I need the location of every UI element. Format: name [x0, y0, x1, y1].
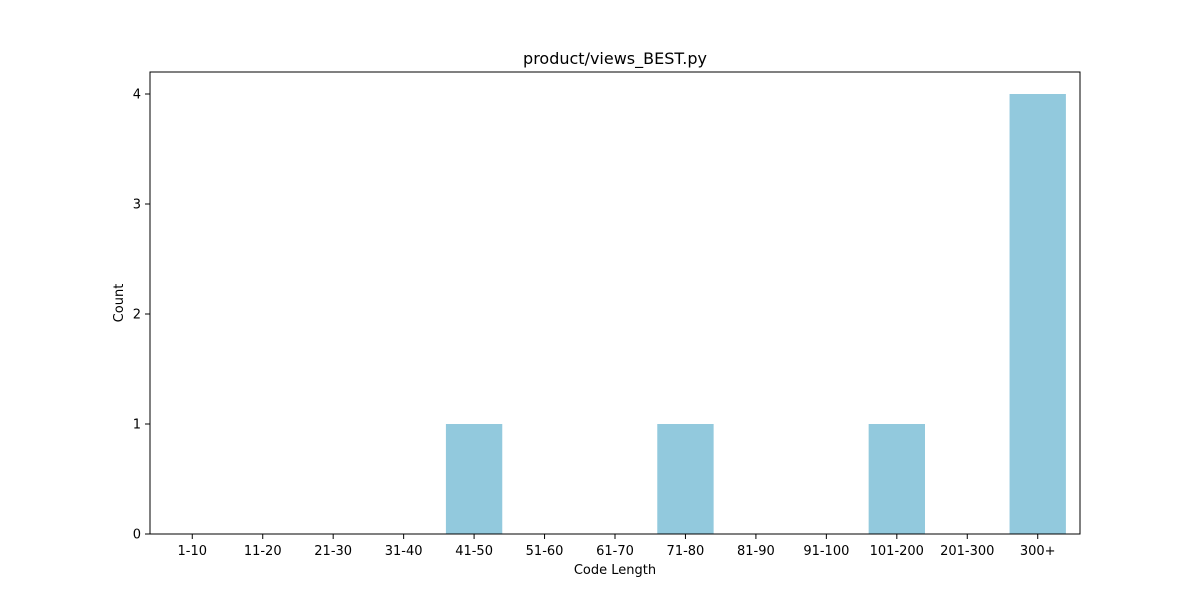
x-tick-label: 41-50 [455, 544, 493, 559]
y-tick-label: 1 [133, 418, 141, 433]
y-tick-label: 0 [133, 528, 141, 543]
x-tick-label: 31-40 [385, 544, 423, 559]
x-tick-label: 101-200 [870, 544, 924, 559]
chart-title: product/views_BEST.py [523, 49, 707, 69]
y-tick-label: 4 [133, 88, 141, 103]
x-tick-label: 300+ [1020, 544, 1056, 559]
bars-layer [445, 94, 1066, 534]
x-tick-label: 61-70 [596, 544, 634, 559]
bar-101-200 [868, 424, 925, 534]
bar-41-50 [445, 424, 503, 534]
x-tick-label: 1-10 [178, 544, 208, 559]
plot-frame [149, 71, 1081, 535]
x-tick-label: 201-300 [940, 544, 994, 559]
y-tick-label: 2 [133, 308, 141, 323]
x-axis-ticks: 1-10 11-20 21-30 31-40 41-50 51-60 61-70 71-80 8… [178, 534, 1056, 559]
x-tick-label: 51-60 [526, 544, 564, 559]
x-tick-label: 81-90 [737, 544, 775, 559]
bar-300+ [1009, 94, 1066, 534]
x-tick-label: 71-80 [667, 544, 705, 559]
y-tick-label: 3 [133, 198, 141, 213]
y-axis-label: Count [112, 284, 127, 323]
x-axis-label: Code Length [574, 563, 656, 578]
x-tick-label: 91-100 [803, 544, 849, 559]
x-tick-label: 11-20 [244, 544, 282, 559]
x-tick-label: 21-30 [314, 544, 352, 559]
y-axis-ticks: 0 1 2 3 4 [133, 88, 150, 543]
bar-71-80 [657, 424, 714, 534]
